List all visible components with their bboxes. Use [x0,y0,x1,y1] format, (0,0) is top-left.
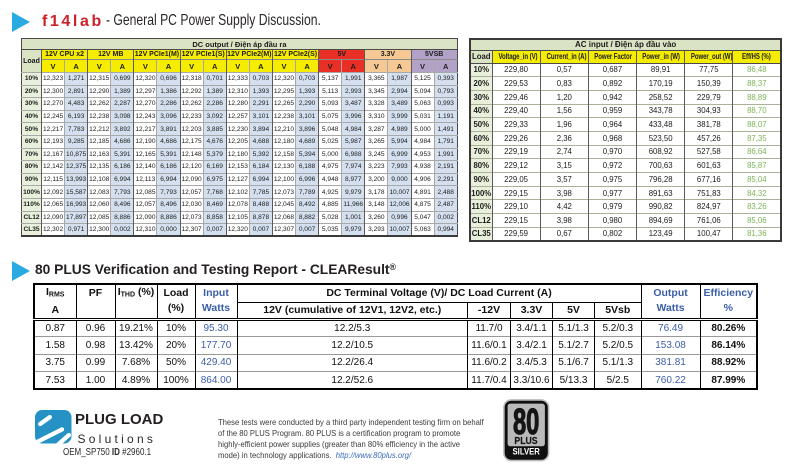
svg-text:SILVER: SILVER [513,447,540,457]
svg-text:80: 80 [513,402,539,442]
svg-text:PLUS: PLUS [514,436,537,447]
